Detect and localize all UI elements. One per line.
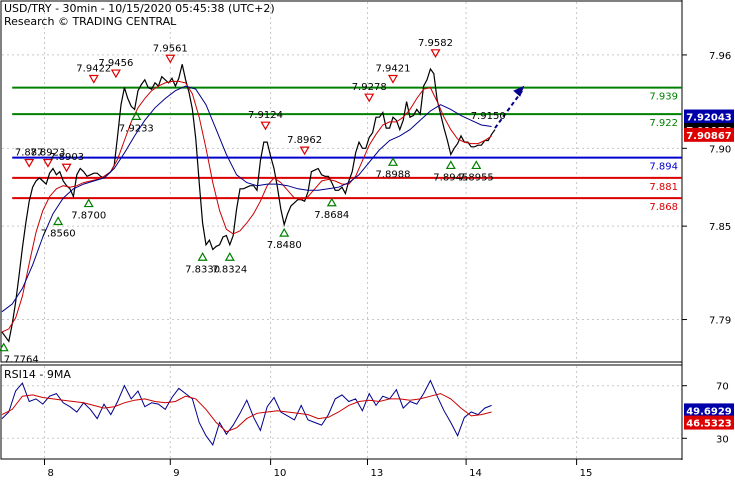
swing-low-marker [0,342,9,352]
swing-high-marker [364,93,375,103]
swing-low-marker [131,111,142,121]
price-tick-label: 7.79 [709,316,731,327]
level-label: 7.939 [649,92,678,103]
swing-value-label: 7.8700 [71,211,106,222]
swing-high-marker [24,158,35,168]
forecast-arrow [494,90,524,129]
moving-average-blue [1,85,492,313]
swing-value-label: 7.8962 [287,135,322,146]
swing-value-label: 7.8560 [41,228,76,239]
day-label: 13 [371,468,384,479]
swing-high-marker [61,163,72,173]
forecast-arrow-head [513,85,525,97]
swing-high-marker [387,74,399,84]
swing-low-marker [387,157,399,166]
swing-value-label: 7.9278 [352,82,387,93]
swing-high-marker [110,69,121,79]
rsi-tag-label: 49.6929 [686,406,732,417]
day-label: 15 [580,468,593,479]
swing-value-label: 7.8923 [30,148,65,159]
swing-high-marker [260,121,271,131]
price-series [1,64,525,343]
rsi-series [1,379,492,446]
swing-low-marker [279,227,290,237]
swing-low-marker [445,160,456,170]
swing-value-label: 7.9421 [376,63,411,74]
level-label: 7.868 [649,202,678,213]
swing-value-label: 7.9422 [76,63,111,74]
level-label: 7.881 [649,182,678,193]
day-label: 10 [274,468,287,479]
price-tick-label: 7.90 [709,144,731,155]
price-tick-label: 7.96 [709,51,731,62]
swing-value-label: 7.9582 [418,38,453,49]
grid [2,2,682,458]
swing-value-label: 7.8903 [49,152,84,163]
swing-low-marker [326,197,337,207]
swing-low-marker [224,252,235,261]
level-label: 7.922 [649,118,678,129]
swing-value-label: 7.9124 [248,110,283,121]
price-tag [684,127,734,142]
rsi-ma-line [1,393,492,433]
swing-high-marker [42,158,53,168]
swing-value-label: 7.8324 [212,264,247,275]
swing-value-label: 7.8945 [433,172,468,183]
day-label: 9 [173,468,179,479]
swing-value-label: 7.9561 [153,43,188,54]
swing-low-marker [471,160,482,170]
swing-value-label: 7.8684 [314,210,349,221]
rsi-tag-label: 46.5323 [686,419,732,430]
price-tick-label: 7.85 [709,222,731,233]
swing-low-marker [83,198,94,208]
rsi-title: RSI14 - 9MA [4,368,71,381]
price-tag [684,109,734,124]
swing-value-label: 7.8480 [267,240,302,251]
day-label: 8 [48,468,54,479]
moving-average-red [1,80,492,333]
price-tag-label: 7.90867 [686,131,732,142]
swing-high-marker [165,54,176,64]
price-line [1,64,496,343]
rsi-tick-label: 70 [716,382,729,393]
swing-high-marker [88,74,99,84]
rsi-tag [684,403,734,418]
level-label: 7.894 [649,162,678,173]
rsi-tick-label: 30 [716,434,729,445]
swing-value-label: 7.9233 [119,123,154,134]
swing-high-marker [430,49,441,59]
chart-subtitle: Research © TRADING CENTRAL [4,15,177,28]
price-tag-label: 7.92043 [686,113,732,124]
swing-value-label: 7.8988 [376,169,411,180]
support-resistance-levels: 7.939 7.922 7.894 7.881 7.868 [12,86,682,213]
chart-title: USD/TRY - 30min - 10/15/2020 05:45:38 (U… [4,2,275,15]
swing-value-label: 7.8330 [185,264,220,275]
swing-value-label: 7.8955 [459,172,494,183]
swing-value-label: 7.9456 [98,58,133,69]
day-label: 14 [469,468,482,479]
swing-value-label: 7.887 [15,148,44,159]
swing-high-marker [299,146,310,156]
axis-labels: 7.79 7.85 7.90 7.96 30 70 8 9 10 13 14 15 7.92043 7.9… [44,51,734,479]
swing-low-marker [53,216,64,226]
rsi-tag [684,415,734,430]
swing-value-label: 7.7764 [4,355,39,366]
swing-value-label: 7.9150 [471,111,506,122]
swing-low-marker [197,252,208,261]
